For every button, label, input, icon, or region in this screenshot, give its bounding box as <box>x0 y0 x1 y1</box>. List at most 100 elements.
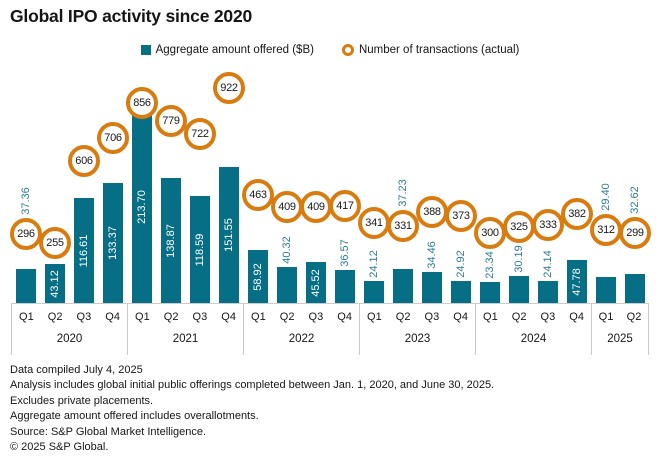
legend-label-aggregate-amount: Aggregate amount offered ($B) <box>155 44 314 56</box>
bar-value-label-2022-q4: 36.57 <box>339 239 351 267</box>
bar-2020-q1 <box>16 269 36 303</box>
axis-quarter-label: Q2 <box>279 311 295 323</box>
bar-2022-q1 <box>248 250 268 303</box>
transaction-count-marker-2021-q4: 922 <box>213 72 245 104</box>
axis-year-group-2022: Q1 Q2 Q3 Q4 2022 <box>243 304 359 355</box>
bar-value-label-2022-q1: 58.92 <box>252 263 264 291</box>
axis-quarter-label: Q2 <box>395 311 411 323</box>
bar-value-label-2024-q3: 24.14 <box>542 250 554 278</box>
transaction-count-marker-2023-q4: 373 <box>445 200 477 232</box>
bar-2020-q4 <box>103 183 123 303</box>
bar-value-label-2022-q3: 45.52 <box>310 269 322 297</box>
axis-year-label-2025: 2025 <box>607 333 633 345</box>
bar-value-label-2020-q1: 37.36 <box>20 187 32 215</box>
bar-series-swatch-icon <box>140 45 151 55</box>
axis-year-label-2023: 2023 <box>404 333 431 345</box>
transaction-count-marker-2023-q1: 341 <box>358 207 390 239</box>
axis-quarter-label: Q4 <box>221 311 236 323</box>
bar-value-label-2021-q1: 213.70 <box>136 190 148 224</box>
bar-2023-q2 <box>393 269 413 303</box>
transaction-count-marker-2022-q4: 417 <box>329 190 361 222</box>
transaction-count-marker-2023-q2: 331 <box>387 210 419 242</box>
axis-quarter-label: Q1 <box>598 311 614 323</box>
bar-2021-q4 <box>219 167 239 303</box>
transaction-count-marker-2025-q2: 299 <box>619 217 651 249</box>
bar-2024-q2 <box>509 276 529 303</box>
chart-legend: Aggregate amount offered ($B) Number of … <box>0 44 660 56</box>
footnote-data-compiled: Data compiled July 4, 2025 <box>10 364 143 376</box>
transaction-count-marker-2020-q4: 706 <box>97 122 129 154</box>
axis-year-group-2025: Q1 Q2 2025 <box>591 304 649 355</box>
bar-2023-q4 <box>451 281 471 303</box>
bar-2022-q2 <box>277 267 297 303</box>
bar-value-label-2023-q2: 37.23 <box>397 179 409 207</box>
bar-value-label-2024-q1: 23.34 <box>484 251 496 279</box>
transaction-count-marker-2022-q2: 409 <box>271 191 303 223</box>
bar-value-label-2023-q1: 24.12 <box>368 250 380 278</box>
transaction-count-marker-2020-q2: 255 <box>39 227 71 259</box>
chart-plot-area: 296 37.36 255 43.12 606 116.61 706 133.37 856 213… <box>10 66 651 303</box>
axis-year-group-2020: Q1 Q2 Q3 Q4 2020 <box>11 304 127 355</box>
transaction-count-marker-2022-q1: 463 <box>242 179 274 211</box>
axis-year-label-2024: 2024 <box>520 333 547 345</box>
axis-quarter-label: Q2 <box>511 311 527 323</box>
axis-quarter-label: Q3 <box>424 311 440 323</box>
axis-quarter-label: Q4 <box>453 311 468 323</box>
axis-year-group-2024: Q1 Q2 Q3 Q4 2024 <box>475 304 591 355</box>
transaction-count-marker-2022-q3: 409 <box>300 191 332 223</box>
axis-quarter-label: Q4 <box>337 311 352 323</box>
bar-2025-q2 <box>625 274 645 303</box>
bar-value-label-2025-q1: 29.40 <box>600 183 612 211</box>
bar-2022-q3 <box>306 262 326 303</box>
bar-2024-q1 <box>480 282 500 303</box>
bar-value-label-2020-q2: 43.12 <box>49 270 61 298</box>
legend-item-transactions: Number of transactions (actual) <box>341 44 519 56</box>
chart-x-axis: Q1 Q2 Q3 Q4 2020 Q1 Q2 Q3 Q4 2021 Q1 Q2 Q3 Q4 2022 Q1 Q2… <box>11 303 649 355</box>
transaction-count-marker-2020-q3: 606 <box>68 145 100 177</box>
chart-title: Global IPO activity since 2020 <box>10 6 253 26</box>
axis-year-label-2021: 2021 <box>172 333 199 345</box>
bar-value-label-2024-q4: 47.78 <box>571 268 583 296</box>
axis-quarter-label: Q1 <box>367 311 382 323</box>
axis-quarter-label: Q1 <box>135 311 150 323</box>
footnote-source: Source: S&P Global Market Intelligence. <box>10 425 207 438</box>
marker-series-swatch-icon <box>341 44 354 56</box>
bar-2021-q3 <box>190 196 210 303</box>
transaction-count-marker-2025-q1: 312 <box>590 214 622 246</box>
bar-2021-q1 <box>132 111 152 303</box>
axis-quarter-label: Q3 <box>540 311 556 323</box>
axis-quarter-label: Q4 <box>569 311 584 323</box>
bar-value-label-2023-q4: 24.92 <box>455 250 467 278</box>
bar-value-label-2021-q2: 138.87 <box>165 224 177 258</box>
bar-2021-q2 <box>161 178 181 303</box>
axis-quarter-label: Q1 <box>251 311 266 323</box>
axis-quarter-label: Q3 <box>76 311 92 323</box>
transaction-count-marker-2021-q1: 856 <box>126 87 158 119</box>
axis-year-label-2020: 2020 <box>56 333 83 345</box>
transaction-count-marker-2023-q3: 388 <box>416 196 448 228</box>
bar-2020-q3 <box>74 198 94 303</box>
bar-value-label-2021-q3: 118.59 <box>194 233 206 267</box>
bar-2020-q2 <box>45 264 65 303</box>
bar-value-label-2023-q3: 34.46 <box>426 241 438 269</box>
bar-2025-q1 <box>596 277 616 303</box>
axis-year-label-2022: 2022 <box>288 333 315 345</box>
bar-2024-q3 <box>538 281 558 303</box>
bar-value-label-2022-q2: 40.32 <box>281 236 293 264</box>
axis-quarter-label: Q2 <box>47 311 63 323</box>
footnote-exclusions: Excludes private placements. <box>10 394 154 407</box>
axis-quarter-label: Q1 <box>19 311 34 323</box>
bar-2024-q4 <box>567 260 587 303</box>
transaction-count-marker-2021-q2: 779 <box>155 105 187 137</box>
bar-2023-q1 <box>364 281 384 303</box>
axis-quarter-label: Q2 <box>626 311 642 323</box>
footnote-analysis-scope: Analysis includes global initial public … <box>10 379 495 392</box>
axis-quarter-label: Q3 <box>308 311 324 323</box>
bar-value-label-2020-q4: 133.37 <box>107 226 119 260</box>
axis-quarter-label: Q1 <box>483 311 498 323</box>
bar-2022-q4 <box>335 270 355 303</box>
axis-year-group-2021: Q1 Q2 Q3 Q4 2021 <box>127 304 243 355</box>
bar-value-label-2020-q3: 116.61 <box>78 234 90 268</box>
bar-2023-q3 <box>422 272 442 303</box>
